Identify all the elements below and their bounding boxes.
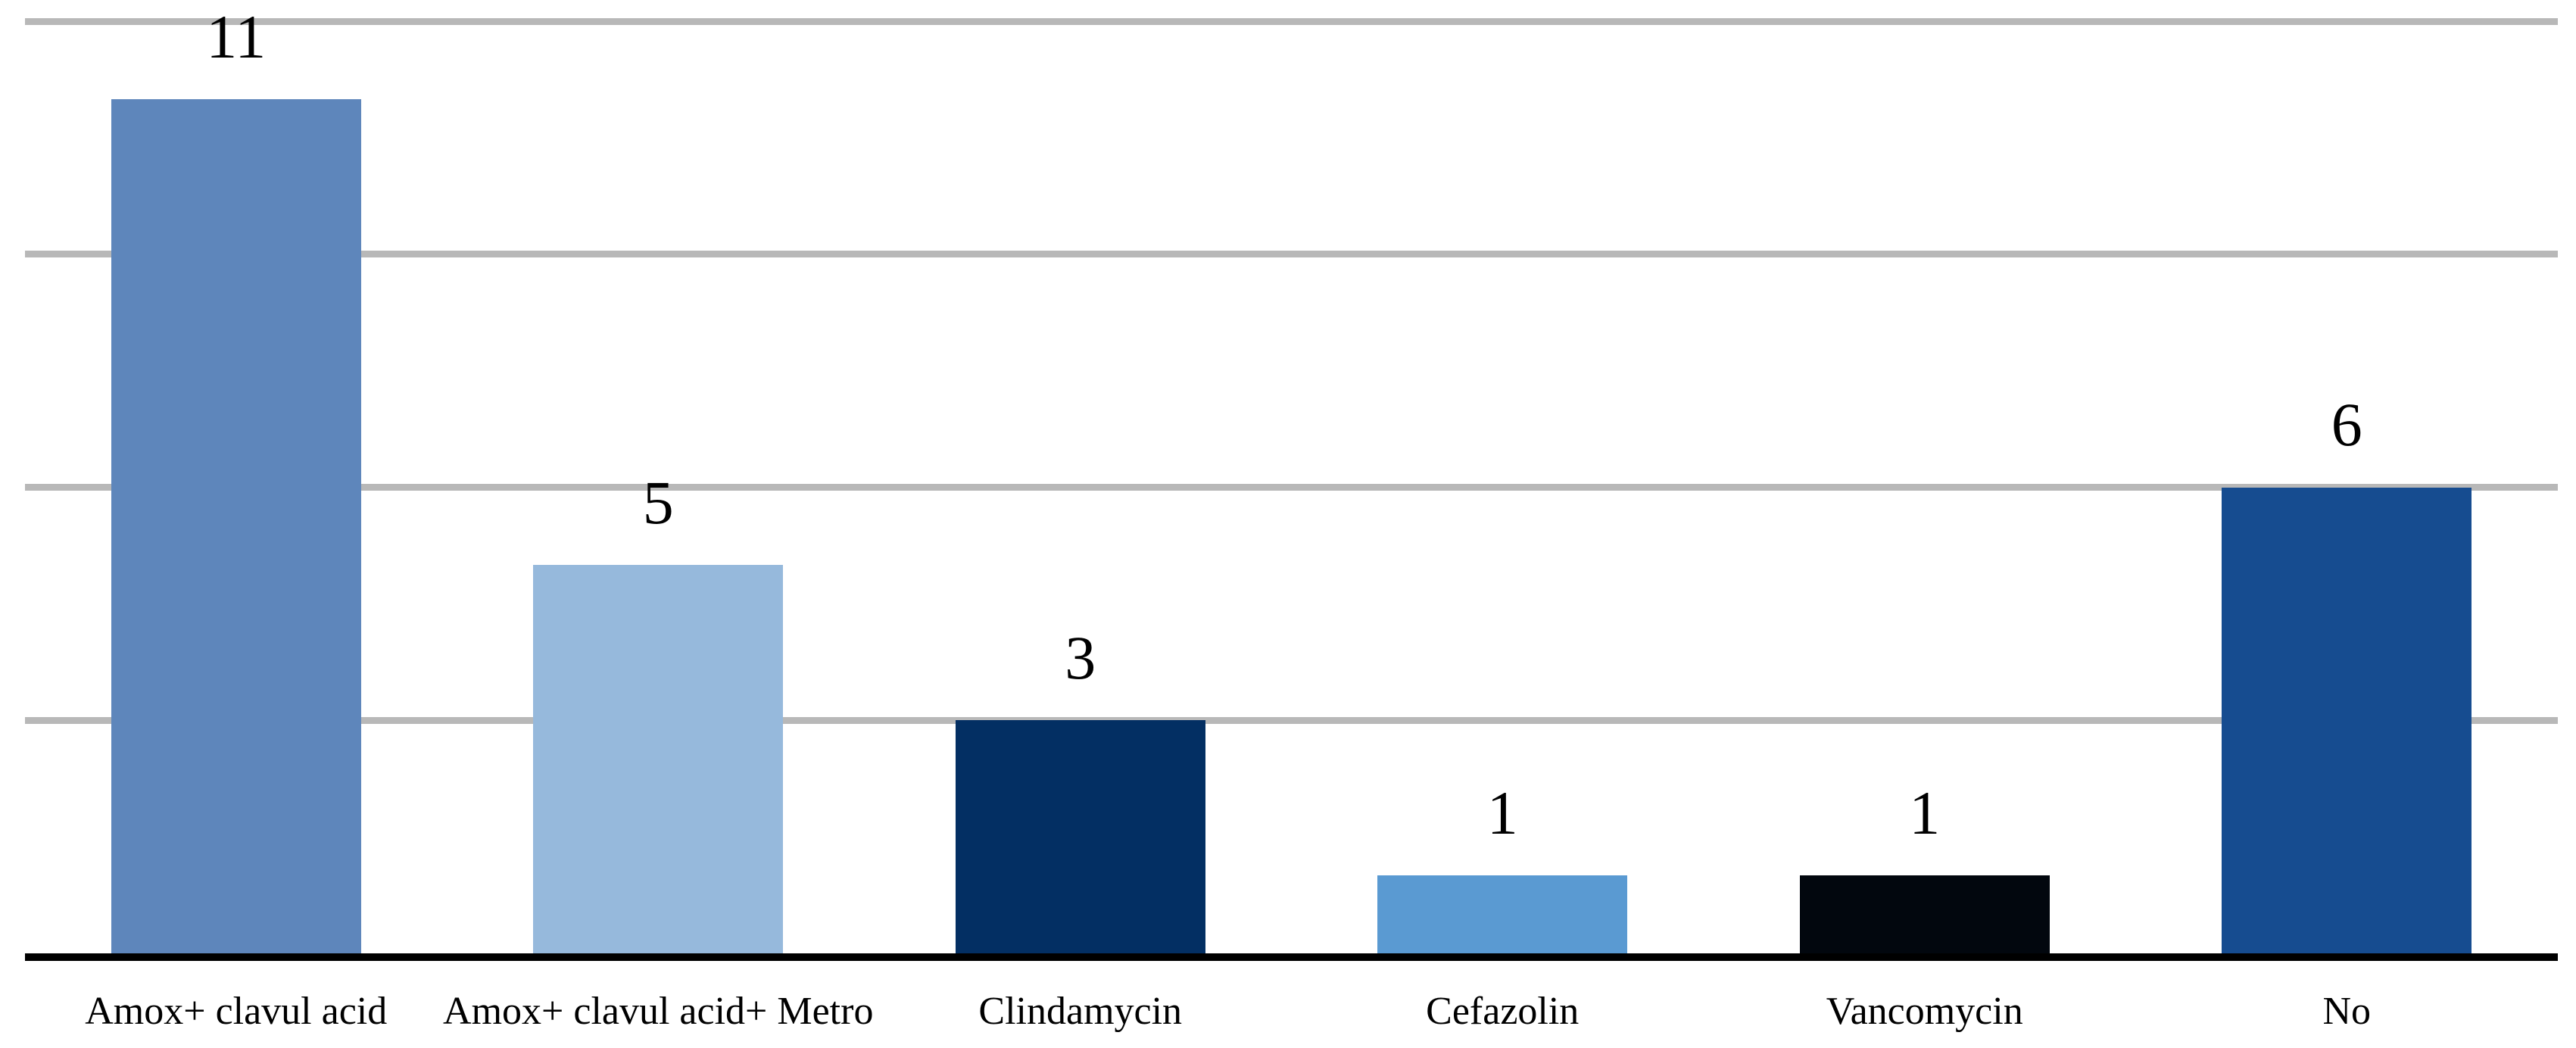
gridline-6 <box>25 484 2558 491</box>
category-label-amox-clavul-acid-metro: Amox+ clavul acid+ Metro <box>443 990 874 1034</box>
category-label-vancomycin: Vancomycin <box>1826 990 2023 1034</box>
x-axis-line <box>25 953 2558 961</box>
value-label-amox-clavul-acid: 11 <box>206 2 267 71</box>
bar-amox-clavul-acid-metro <box>533 565 784 953</box>
category-label-cefazolin: Cefazolin <box>1426 990 1580 1034</box>
gridline-3 <box>25 716 2558 724</box>
category-label-no: No <box>2322 990 2372 1034</box>
category-label-amox-clavul-acid: Amox+ clavul acid <box>85 990 388 1034</box>
category-label-clindamycin: Clindamycin <box>978 990 1183 1034</box>
gridline-12 <box>25 17 2558 25</box>
bar-vancomycin <box>1799 875 2050 953</box>
value-label-vancomycin: 1 <box>1909 778 1941 848</box>
value-label-clindamycin: 3 <box>1065 623 1096 693</box>
bar-cefazolin <box>1377 875 1628 953</box>
bar-no <box>2222 487 2472 953</box>
value-label-amox-clavul-acid-metro: 5 <box>642 468 674 538</box>
value-label-cefazolin: 1 <box>1486 778 1518 848</box>
gridline-9 <box>25 251 2558 258</box>
bar-clindamycin <box>955 720 1205 953</box>
bar-amox-clavul-acid <box>111 98 361 953</box>
value-label-no: 6 <box>2331 390 2362 460</box>
